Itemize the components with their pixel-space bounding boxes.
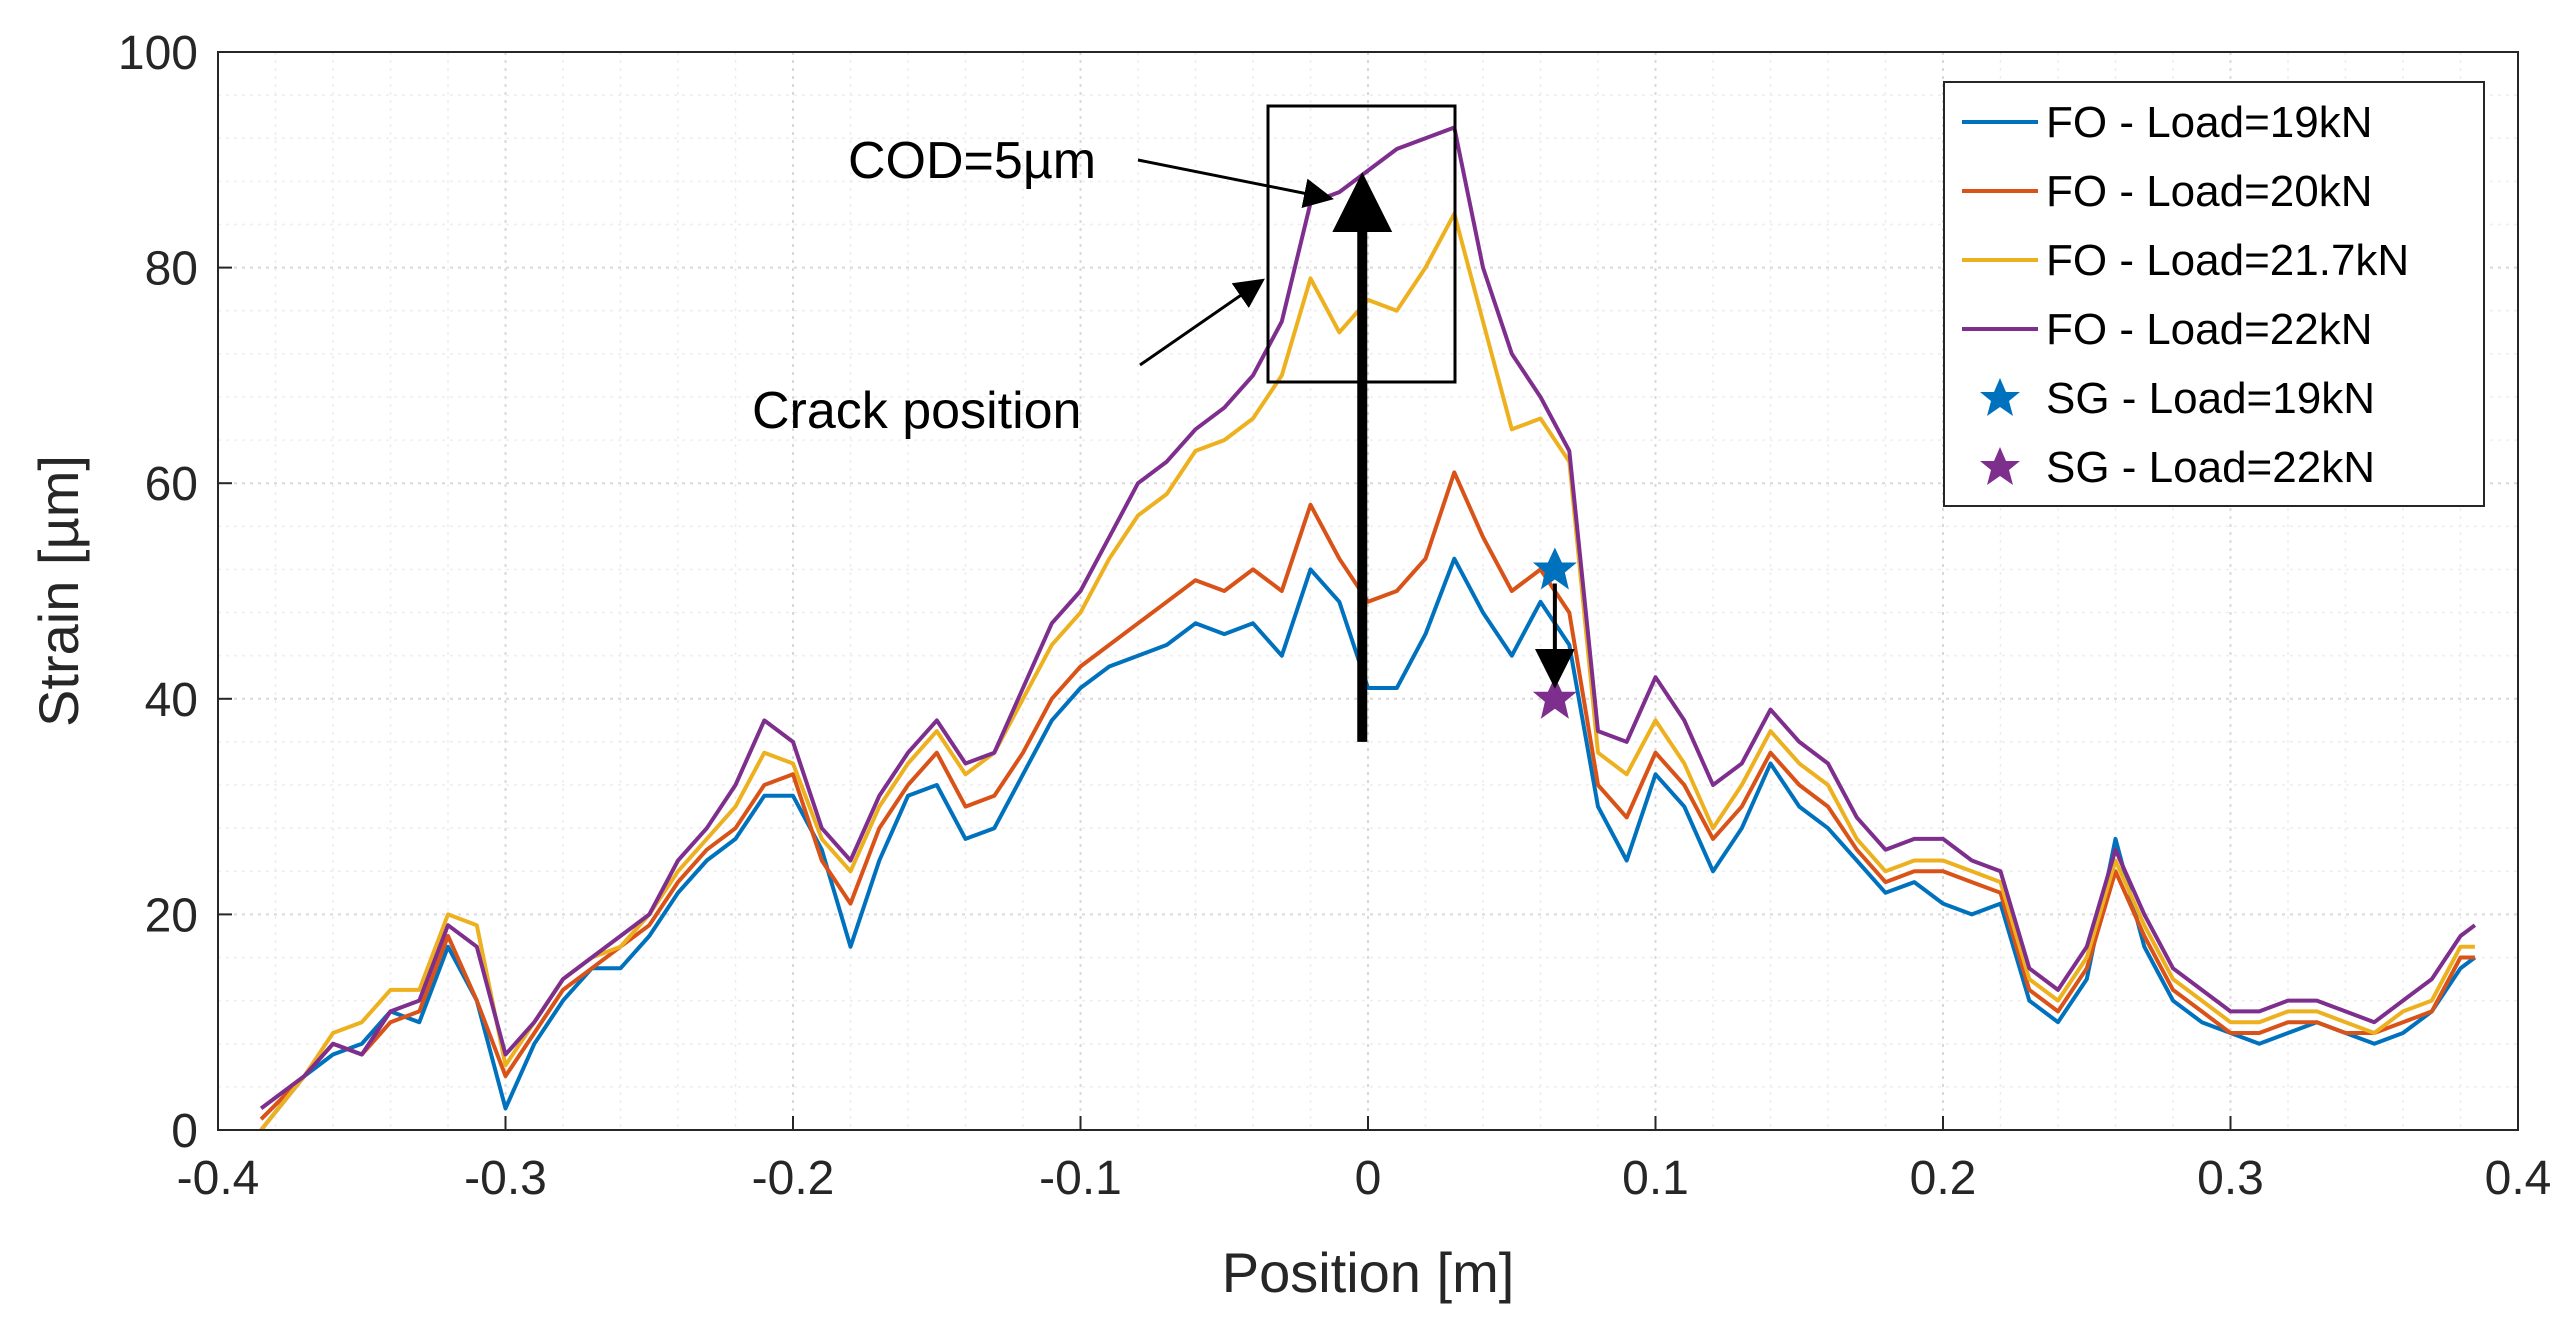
purple-star-icon: [1980, 447, 2020, 485]
legend-item-fo-22kn: FO - Load=22kN: [1962, 305, 2373, 354]
x-tick-label: 0.4: [2485, 1152, 2552, 1205]
svg-text:FO - Load=22kN: FO - Load=22kN: [2046, 305, 2373, 354]
x-tick-label: -0.2: [752, 1152, 835, 1205]
x-tick-label: -0.3: [464, 1152, 547, 1205]
y-tick-label: 60: [145, 458, 198, 511]
annotations: COD=5µm Crack position: [752, 104, 1575, 742]
cod-label: COD=5µm: [848, 132, 1096, 190]
legend-box: [1943, 81, 2485, 507]
svg-text:FO - Load=19kN: FO - Load=19kN: [2046, 98, 2373, 147]
x-tick-label: 0.3: [2197, 1152, 2264, 1205]
blue-star-icon: [1980, 378, 2020, 416]
sg-marker-2: [1532, 676, 1577, 719]
x-tick-label: 0.1: [1622, 1152, 1689, 1205]
series-line-2: [259, 470, 2475, 1121]
y-tick-label: 100: [118, 27, 198, 80]
sg-marker-1: [1532, 547, 1577, 590]
axis-ticks: -0.4 -0.3 -0.2 -0.1 0 0.1 0.2 0.3 0.4 0 20 40 60 80 10…: [118, 27, 2551, 1205]
x-tick-label: 0: [1355, 1152, 1382, 1205]
crack-pointer-arrow: [1139, 278, 1265, 367]
crack-position-label: Crack position: [752, 382, 1081, 440]
y-tick-label: 0: [171, 1105, 198, 1158]
svg-text:FO - Load=21.7kN: FO - Load=21.7kN: [2046, 236, 2409, 285]
svg-text:SG - Load=22kN: SG - Load=22kN: [2046, 443, 2375, 492]
x-tick-label: -0.1: [1039, 1152, 1122, 1205]
x-tick-label: 0.2: [1910, 1152, 1977, 1205]
y-tick-label: 20: [145, 889, 198, 942]
legend-item-fo-21-7kn: FO - Load=21.7kN: [1962, 236, 2409, 285]
legend-item-fo-19kn: FO - Load=19kN: [1962, 98, 2373, 147]
svg-text:SG - Load=19kN: SG - Load=19kN: [2046, 374, 2375, 423]
cod-pointer-arrow: [1137, 158, 1334, 209]
y-axis-label: Strain [µm]: [27, 455, 90, 727]
y-tick-label: 40: [145, 674, 198, 727]
legend: FO - Load=19kN FO - Load=20kN FO - Load=…: [1943, 81, 2485, 507]
legend-item-sg-22kn: SG - Load=22kN: [1980, 443, 2375, 492]
svg-text:FO - Load=20kN: FO - Load=20kN: [2046, 167, 2373, 216]
y-tick-label: 80: [145, 243, 198, 296]
x-axis-label: Position [m]: [1222, 1241, 1515, 1304]
series-layer: [259, 125, 2477, 1130]
series-line-4: [259, 125, 2477, 1111]
x-tick-label: -0.4: [177, 1152, 260, 1205]
legend-item-sg-19kn: SG - Load=19kN: [1980, 374, 2375, 423]
legend-item-fo-20kn: FO - Load=20kN: [1962, 167, 2373, 216]
